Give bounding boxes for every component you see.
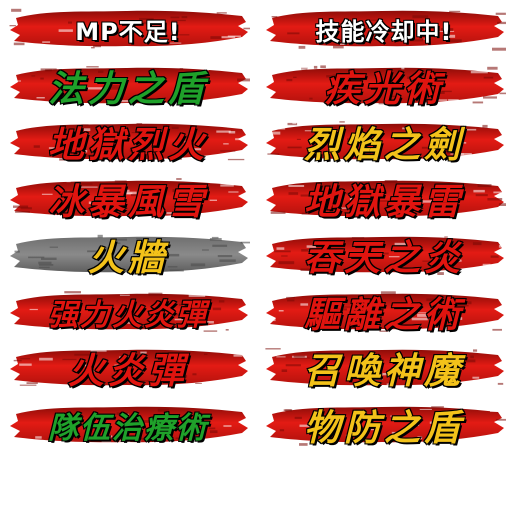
right-skill-banner: 物防之盾 [262, 400, 506, 450]
right-skill-banner: 烈焰之劍 [262, 117, 506, 167]
right-skill-label: 召喚神魔 [303, 349, 464, 393]
red-brush-stroke [10, 290, 248, 332]
left-skill-label: 地獄烈火 [47, 123, 208, 167]
red-brush-stroke [8, 64, 250, 103]
left-skill-banner: MP不足! [6, 4, 250, 54]
red-brush-stroke [266, 236, 506, 275]
red-brush-stroke [265, 347, 504, 386]
red-brush-stroke [266, 10, 506, 51]
right-skill-label: 物防之盾 [303, 406, 464, 450]
right-skill-banner: 疾光術 [262, 61, 506, 111]
right-skill-banner: 地獄暴雷 [262, 174, 506, 224]
right-skill-label: 地獄暴雷 [303, 180, 464, 224]
left-skill-label: 强力火炎彈 [47, 297, 208, 334]
red-brush-stroke [266, 121, 505, 160]
red-brush-stroke [266, 290, 504, 332]
left-skill-label: 火炎彈 [67, 349, 188, 393]
left-skill-banner: 地獄烈火 [6, 117, 250, 167]
red-brush-stroke [9, 8, 250, 49]
right-skill-banner: 技能冷却中! [262, 4, 506, 54]
red-brush-stroke [266, 404, 506, 446]
right-skill-label: 技能冷却中! [315, 17, 453, 47]
left-skill-label: MP不足! [75, 17, 181, 47]
right-skill-label: 疾光術 [323, 67, 444, 111]
right-skill-banner: 驅離之術 [262, 287, 506, 337]
red-brush-stroke [266, 179, 506, 220]
left-skill-label: 火牆 [87, 236, 168, 280]
right-skill-banner: 召喚神魔 [262, 343, 506, 393]
red-brush-stroke [266, 64, 506, 104]
left-skill-banner: 冰暴風雪 [6, 174, 250, 224]
left-skill-label: 隊伍治療術 [47, 410, 208, 447]
red-brush-stroke [10, 349, 248, 386]
right-skill-label: 吞天之炎 [303, 236, 464, 280]
left-skill-banner: 火炎彈 [6, 343, 250, 393]
left-skill-banner: 隊伍治療術 [6, 400, 250, 450]
left-skill-label: 法力之盾 [47, 67, 208, 111]
left-skill-banner: 火牆 [6, 230, 250, 280]
right-skill-banner: 吞天之炎 [262, 230, 506, 280]
red-brush-stroke [10, 404, 248, 442]
right-skill-label: 驅離之術 [303, 293, 464, 337]
red-brush-stroke [10, 122, 248, 162]
left-skill-label: 冰暴風雪 [47, 180, 208, 224]
red-brush-stroke [10, 177, 248, 217]
left-skill-banner: 法力之盾 [6, 61, 250, 111]
gray-brush-stroke [10, 234, 250, 273]
right-skill-label: 烈焰之劍 [303, 123, 464, 167]
left-skill-banner: 强力火炎彈 [6, 287, 250, 337]
